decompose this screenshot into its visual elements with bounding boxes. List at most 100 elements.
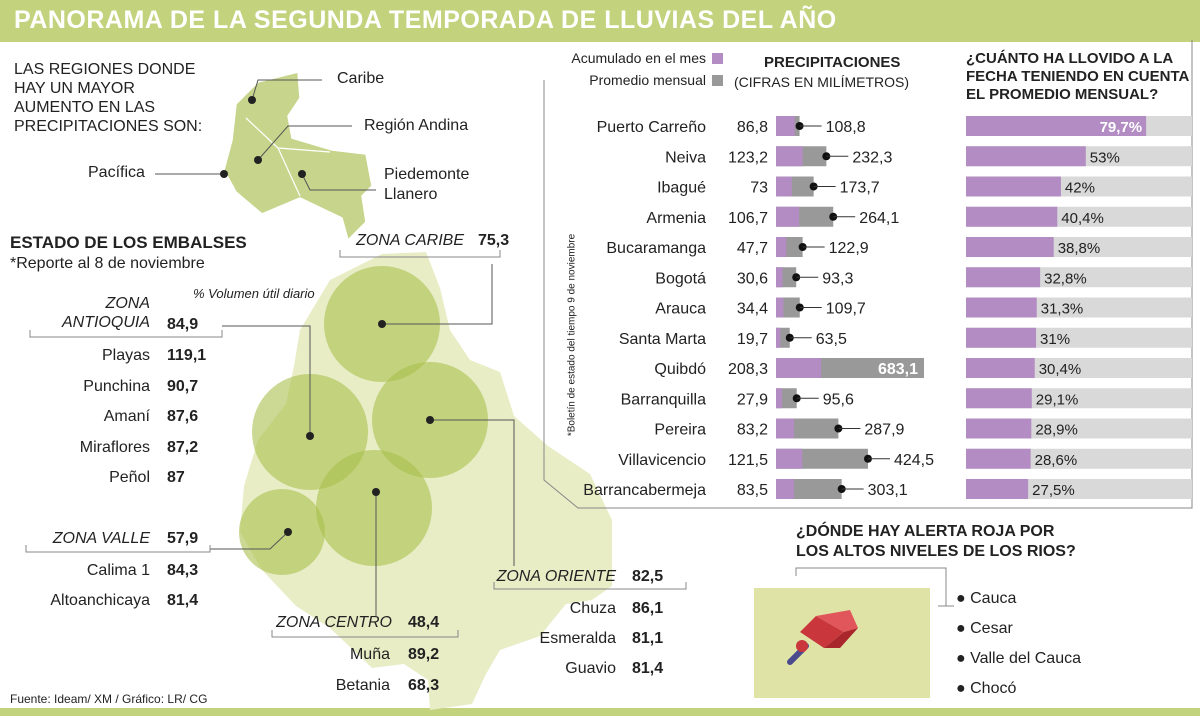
red-flag-icon (787, 610, 858, 665)
source-note: Fuente: Ideam/ XM / Gráfico: LR/ CG (10, 692, 208, 706)
city-label: Ibagué (657, 180, 706, 197)
accum-value-label: 34,4 (737, 301, 768, 318)
reservoir-value: 90,7 (167, 378, 199, 395)
region-label-pacifica: Pacífica (88, 164, 145, 181)
reservoir-name: Chuza (569, 600, 616, 617)
zone-antioquia-value: 84,9 (167, 316, 199, 333)
legend-avg-swatch (712, 75, 723, 86)
city-label: Arauca (655, 301, 706, 318)
reservoir-name: Peñol (109, 469, 150, 486)
accum-bar (776, 116, 795, 136)
city-label: Puerto Carreño (597, 119, 706, 136)
legend-accum-label: Acumulado en el mes (571, 50, 706, 66)
reservoir-name: Punchina (83, 378, 150, 395)
accum-value-label: 121,5 (728, 452, 768, 469)
ratio-bar (966, 327, 1037, 348)
accum-bar (776, 358, 822, 378)
reservoir-name: Amaní (103, 408, 150, 425)
ratio-bar (966, 267, 1041, 288)
city-label: Neiva (665, 149, 706, 166)
accum-value-label: 19,7 (737, 331, 768, 348)
ratio-bar (966, 418, 1032, 439)
avg-value-label: 109,7 (826, 301, 866, 318)
legend-accum-swatch (712, 53, 723, 64)
page-title: PANORAMA DE LA SEGUNDA TEMPORADA DE LLUV… (14, 6, 837, 34)
accum-bar (776, 297, 784, 318)
ratio-bar (966, 448, 1031, 469)
ratio-value-label: 30,4% (1039, 361, 1082, 378)
region-label-andina: Región Andina (364, 117, 469, 134)
accum-bar (776, 146, 803, 167)
zone-valle-name: ZONA VALLE (52, 530, 150, 547)
reservoirs-subtitle: *Reporte al 8 de noviembre (10, 255, 205, 272)
reservoir-name: Altoanchicaya (50, 592, 150, 609)
region-label-llanero: Llanero (384, 186, 438, 203)
city-label: Armenia (646, 210, 706, 227)
accum-bar (776, 176, 792, 197)
accum-bar (776, 418, 795, 439)
avg-value-label: 95,6 (823, 391, 854, 408)
city-label: Villavicencio (618, 452, 706, 469)
accum-bar (776, 388, 783, 409)
alert-item: ● Cauca (956, 590, 1017, 607)
zone-antioquia-line2: ANTIOQUIA (61, 314, 150, 331)
zone-antioquia-line1: ZONA (105, 295, 150, 312)
ratio-value-label: 31% (1040, 331, 1070, 348)
accum-bar (776, 327, 781, 348)
ratio-bar (966, 176, 1061, 197)
ratio-value-label: 27,5% (1032, 482, 1075, 499)
accum-bar (776, 448, 803, 469)
precip-subtitle: (CIFRAS EN MILÍMETROS) (734, 74, 910, 90)
avg-value-label: 173,7 (840, 180, 880, 197)
accum-value-label: 47,7 (737, 240, 768, 257)
ratio-value-label: 53% (1090, 149, 1120, 166)
avg-value-label: 287,9 (864, 422, 904, 439)
accum-value-label: 208,3 (728, 361, 768, 378)
reservoir-value: 81,4 (632, 660, 664, 677)
city-label: Barranquilla (621, 391, 706, 408)
ratio-bar (966, 237, 1054, 257)
zone-oriente-name: ZONA ORIENTE (496, 568, 616, 585)
city-label: Bucaramanga (606, 240, 706, 257)
reservoir-name: Calima 1 (86, 562, 150, 579)
avg-value-label: 122,9 (829, 240, 869, 257)
accum-bar (776, 206, 800, 227)
region-label-piedemonte: Piedemonte (384, 166, 470, 183)
zone-centro-value: 48,4 (408, 614, 440, 631)
reservoirs-title: ESTADO DE LOS EMBALSES (10, 233, 247, 252)
accum-value-label: 83,5 (737, 482, 768, 499)
accum-bar (776, 267, 783, 288)
zone-oriente-value: 82,5 (632, 568, 664, 585)
ratio-value-label: 31,3% (1041, 301, 1084, 318)
reservoir-name: Guavio (565, 660, 616, 677)
bottom-bar (0, 708, 1200, 716)
city-label: Barrancabermeja (583, 482, 706, 499)
ratio-value-label: 42% (1065, 180, 1095, 197)
accum-value-label: 123,2 (728, 149, 768, 166)
zone-centro-name: ZONA CENTRO (276, 614, 392, 631)
alert-item: ● Chocó (956, 680, 1017, 697)
ratio-value-label: 28,6% (1035, 452, 1078, 469)
avg-value-label: 232,3 (852, 149, 892, 166)
ratio-bar (966, 116, 1147, 136)
ratio-value-label: 28,9% (1035, 422, 1078, 439)
ratio-bar (966, 358, 1035, 378)
ratio-title: ¿CUÁNTO HA LLOVIDO A LA FECHA TENIENDO E… (966, 50, 1189, 103)
ratio-bar (966, 388, 1032, 409)
alert-item: ● Valle del Cauca (956, 650, 1081, 667)
reservoir-name: Betania (335, 677, 390, 694)
reservoir-value: 119,1 (167, 347, 207, 364)
avg-value-label: 264,1 (859, 210, 899, 227)
accum-value-label: 27,9 (737, 391, 768, 408)
ratio-value-label: 32,8% (1044, 270, 1087, 287)
zone-caribe-name: ZONA CARIBE (356, 232, 464, 249)
reservoir-value: 68,3 (408, 677, 440, 694)
zone-caribe-value: 75,3 (478, 232, 510, 249)
title-bar (0, 0, 1200, 42)
avg-value-label: 108,8 (826, 119, 866, 136)
volume-unit-note: % Volumen útil diario (193, 286, 315, 301)
circle-centro (316, 450, 432, 566)
avg-value-label: 303,1 (868, 482, 908, 499)
ratio-bar (966, 206, 1058, 227)
